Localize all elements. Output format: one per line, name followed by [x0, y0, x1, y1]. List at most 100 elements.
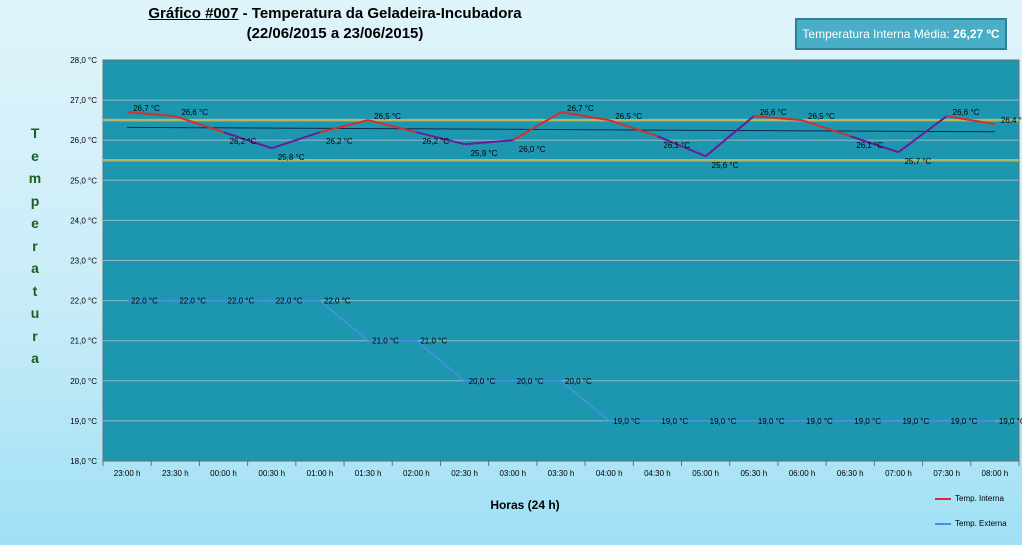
x-tick-label: 00:00 h	[210, 469, 237, 478]
x-tick-label: 02:00 h	[403, 469, 430, 478]
series-segment-interna	[657, 135, 707, 158]
y-axis-label-char: m	[28, 170, 42, 186]
legend-item-interna: Temp. Interna	[935, 486, 1007, 511]
y-tick-label: 20,0 °C	[70, 377, 97, 386]
data-label-interna: 26,0 °C	[519, 145, 546, 154]
x-tick-label: 06:30 h	[837, 469, 864, 478]
y-axis-label-char: p	[30, 192, 40, 209]
series-segment-interna	[704, 115, 755, 158]
x-tick-label: 00:30 h	[258, 469, 285, 478]
data-label-interna: 26,7 °C	[133, 104, 160, 113]
chart-date-range: (22/06/2015 a 23/06/2015)	[246, 25, 424, 42]
x-tick-label: 06:00 h	[789, 469, 816, 478]
data-label-interna: 25,8 °C	[278, 153, 305, 162]
x-tick-label: 07:30 h	[933, 469, 960, 478]
series-segment-interna	[849, 135, 899, 154]
data-label-interna: 26,5 °C	[374, 112, 401, 121]
data-label-interna: 26,2 °C	[326, 137, 353, 146]
y-axis-label-char: t	[32, 282, 38, 299]
legend-label-interna: Temp. Interna	[955, 494, 1004, 503]
data-label-interna: 26,1 °C	[663, 141, 690, 150]
y-axis-label-char: T	[30, 125, 40, 141]
y-tick-label: 25,0 °C	[70, 176, 97, 185]
data-label-externa: 19,0 °C	[902, 417, 929, 426]
average-label: Temperatura Interna Média:	[802, 27, 954, 41]
data-label-interna: 25,7 °C	[904, 157, 931, 166]
y-tick-label: 24,0 °C	[70, 216, 97, 225]
x-tick-label: 04:00 h	[596, 469, 623, 478]
series-segment-externa	[319, 300, 369, 342]
chart-title: Gráfico #007 - Temperatura da Geladeira-…	[60, 4, 610, 44]
series-segment-interna	[608, 119, 658, 138]
y-axis-label-char: a	[31, 260, 39, 276]
data-label-externa: 19,0 °C	[951, 417, 978, 426]
legend-item-externa: Temp. Externa	[935, 511, 1007, 536]
legend-label-externa: Temp. Externa	[955, 519, 1007, 528]
y-tick-label: 28,0 °C	[70, 56, 97, 65]
series-segment-interna	[464, 139, 513, 146]
data-label-externa: 21,0 °C	[420, 337, 447, 346]
series-segment-interna	[271, 131, 321, 150]
x-tick-label: 07:00 h	[885, 469, 912, 478]
legend-swatch-externa	[935, 522, 951, 525]
series-segment-interna	[560, 111, 610, 122]
series-segment-interna	[897, 115, 948, 154]
data-label-externa: 22,0 °C	[276, 297, 303, 306]
average-value: 26,27 ºC	[953, 27, 1000, 41]
trend-line	[127, 126, 995, 133]
y-tick-label: 27,0 °C	[70, 96, 97, 105]
x-tick-label: 05:30 h	[740, 469, 767, 478]
legend-swatch-interna	[935, 497, 951, 500]
series-segment-interna	[127, 111, 176, 118]
x-tick-label: 03:00 h	[499, 469, 526, 478]
data-label-externa: 19,0 °C	[613, 417, 640, 426]
x-tick-label: 03:30 h	[548, 469, 575, 478]
x-axis-label: Horas (24 h)	[490, 498, 560, 512]
series-segment-interna	[512, 111, 562, 142]
data-label-externa: 19,0 °C	[999, 417, 1022, 426]
data-label-externa: 22,0 °C	[179, 297, 206, 306]
data-label-externa: 22,0 °C	[228, 297, 255, 306]
y-tick-label: 21,0 °C	[70, 337, 97, 346]
average-temperature-box: Temperatura Interna Média: 26,27 ºC	[795, 18, 1007, 50]
data-label-externa: 19,0 °C	[661, 417, 688, 426]
x-tick-label: 02:30 h	[451, 469, 478, 478]
y-tick-label: 22,0 °C	[70, 297, 97, 306]
x-tick-label: 08:00 h	[982, 469, 1009, 478]
x-tick-label: 05:00 h	[692, 469, 719, 478]
series-segment-externa	[560, 380, 610, 422]
y-axis-label-char: e	[31, 215, 39, 231]
data-label-externa: 20,0 °C	[565, 377, 592, 386]
chart-title-id: Gráfico #007	[148, 5, 239, 22]
data-label-interna: 26,7 °C	[567, 104, 594, 113]
data-label-interna: 26,6 °C	[760, 108, 787, 117]
data-label-externa: 20,0 °C	[469, 377, 496, 386]
data-label-externa: 19,0 °C	[806, 417, 833, 426]
x-tick-label: 23:00 h	[114, 469, 141, 478]
series-segment-interna	[416, 131, 465, 146]
series-segment-interna	[367, 119, 417, 134]
y-axis-label-char: u	[30, 305, 40, 321]
y-tick-label: 19,0 °C	[70, 417, 97, 426]
y-axis-label-char: r	[32, 237, 38, 254]
x-tick-label: 01:00 h	[307, 469, 334, 478]
y-tick-label: 18,0 °C	[70, 457, 97, 466]
y-axis-label-char: e	[31, 147, 39, 164]
y-tick-label: 26,0 °C	[70, 136, 97, 145]
data-label-interna: 26,4 °C	[1001, 116, 1022, 125]
series-segment-interna	[319, 119, 369, 134]
x-tick-label: 04:30 h	[644, 469, 671, 478]
data-label-externa: 19,0 °C	[710, 417, 737, 426]
data-label-interna: 26,5 °C	[808, 112, 835, 121]
data-label-externa: 22,0 °C	[131, 297, 158, 306]
chart-title-text: - Temperatura da Geladeira-Incubadora	[238, 5, 522, 22]
series-segment-interna	[946, 115, 996, 126]
series-segment-interna	[801, 119, 851, 138]
x-tick-label: 23:30 h	[162, 469, 189, 478]
legend: Temp. Interna Temp. Externa	[935, 486, 1007, 536]
x-tick-label: 01:30 h	[355, 469, 382, 478]
data-label-externa: 19,0 °C	[758, 417, 785, 426]
series-segment-interna	[223, 131, 273, 150]
